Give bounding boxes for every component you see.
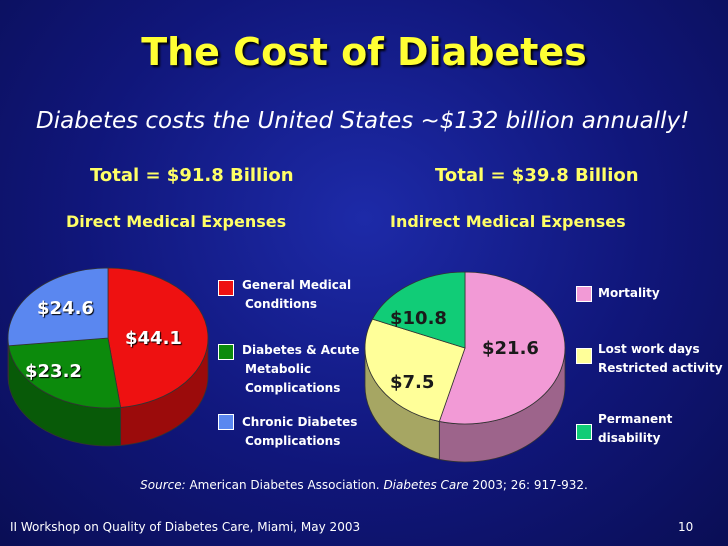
legend-swatch-lost-work [576,348,592,364]
pie1-slice-a [438,271,566,425]
pie0-slice-c [7,267,109,347]
slice-label-chronic: $24.6 [37,298,94,319]
direct-chart-title: Direct Medical Expenses [66,212,287,231]
footer-text: II Workshop on Quality of Diabetes Care,… [10,520,361,534]
slide-subtitle: Diabetes costs the United States ~$132 b… [36,108,690,134]
indirect-expenses-pie [364,271,566,463]
slide-title: The Cost of Diabetes [141,30,587,74]
direct-expenses-pie [7,267,209,447]
legend-entry-general-medical: General Medical Conditions [242,278,352,311]
legend-entry-chronic: Chronic Diabetes Complications [242,415,358,448]
legend-entry-mortality: Mortality [598,286,660,300]
legend-swatch-chronic [218,414,234,430]
legend-swatch-acute-metabolic [218,344,234,360]
slice-label-acute-metabolic: $23.2 [25,361,82,382]
legend-swatch-disability [576,424,592,440]
slice-label-lost-work: $10.8 [390,308,447,329]
slice-label-disability: $7.5 [390,372,435,393]
pie0-slice-a [107,267,209,408]
legend-swatch-general-medical [218,280,234,296]
legend-entry-acute-metabolic: Diabetes & Acute Metabolic Complications [242,343,360,395]
legend-entry-lost-work: Lost work days Restricted activity [598,342,723,375]
page-number: 10 [678,520,694,534]
source-citation: Source: American Diabetes Association. D… [140,478,588,492]
slice-label-general-medical: $44.1 [125,328,182,349]
legend-swatch-mortality [576,286,592,302]
indirect-total-label: Total = $39.8 Billion [435,165,639,186]
legend-entry-disability: Permanent disability [598,412,673,445]
direct-total-label: Total = $91.8 Billion [90,165,294,186]
indirect-chart-title: Indirect Medical Expenses [390,212,626,231]
pie1-slice-b [364,318,466,422]
pie1-slice-c [371,271,466,349]
pie0-slice-b [8,337,122,409]
slice-label-mortality: $21.6 [482,338,539,359]
